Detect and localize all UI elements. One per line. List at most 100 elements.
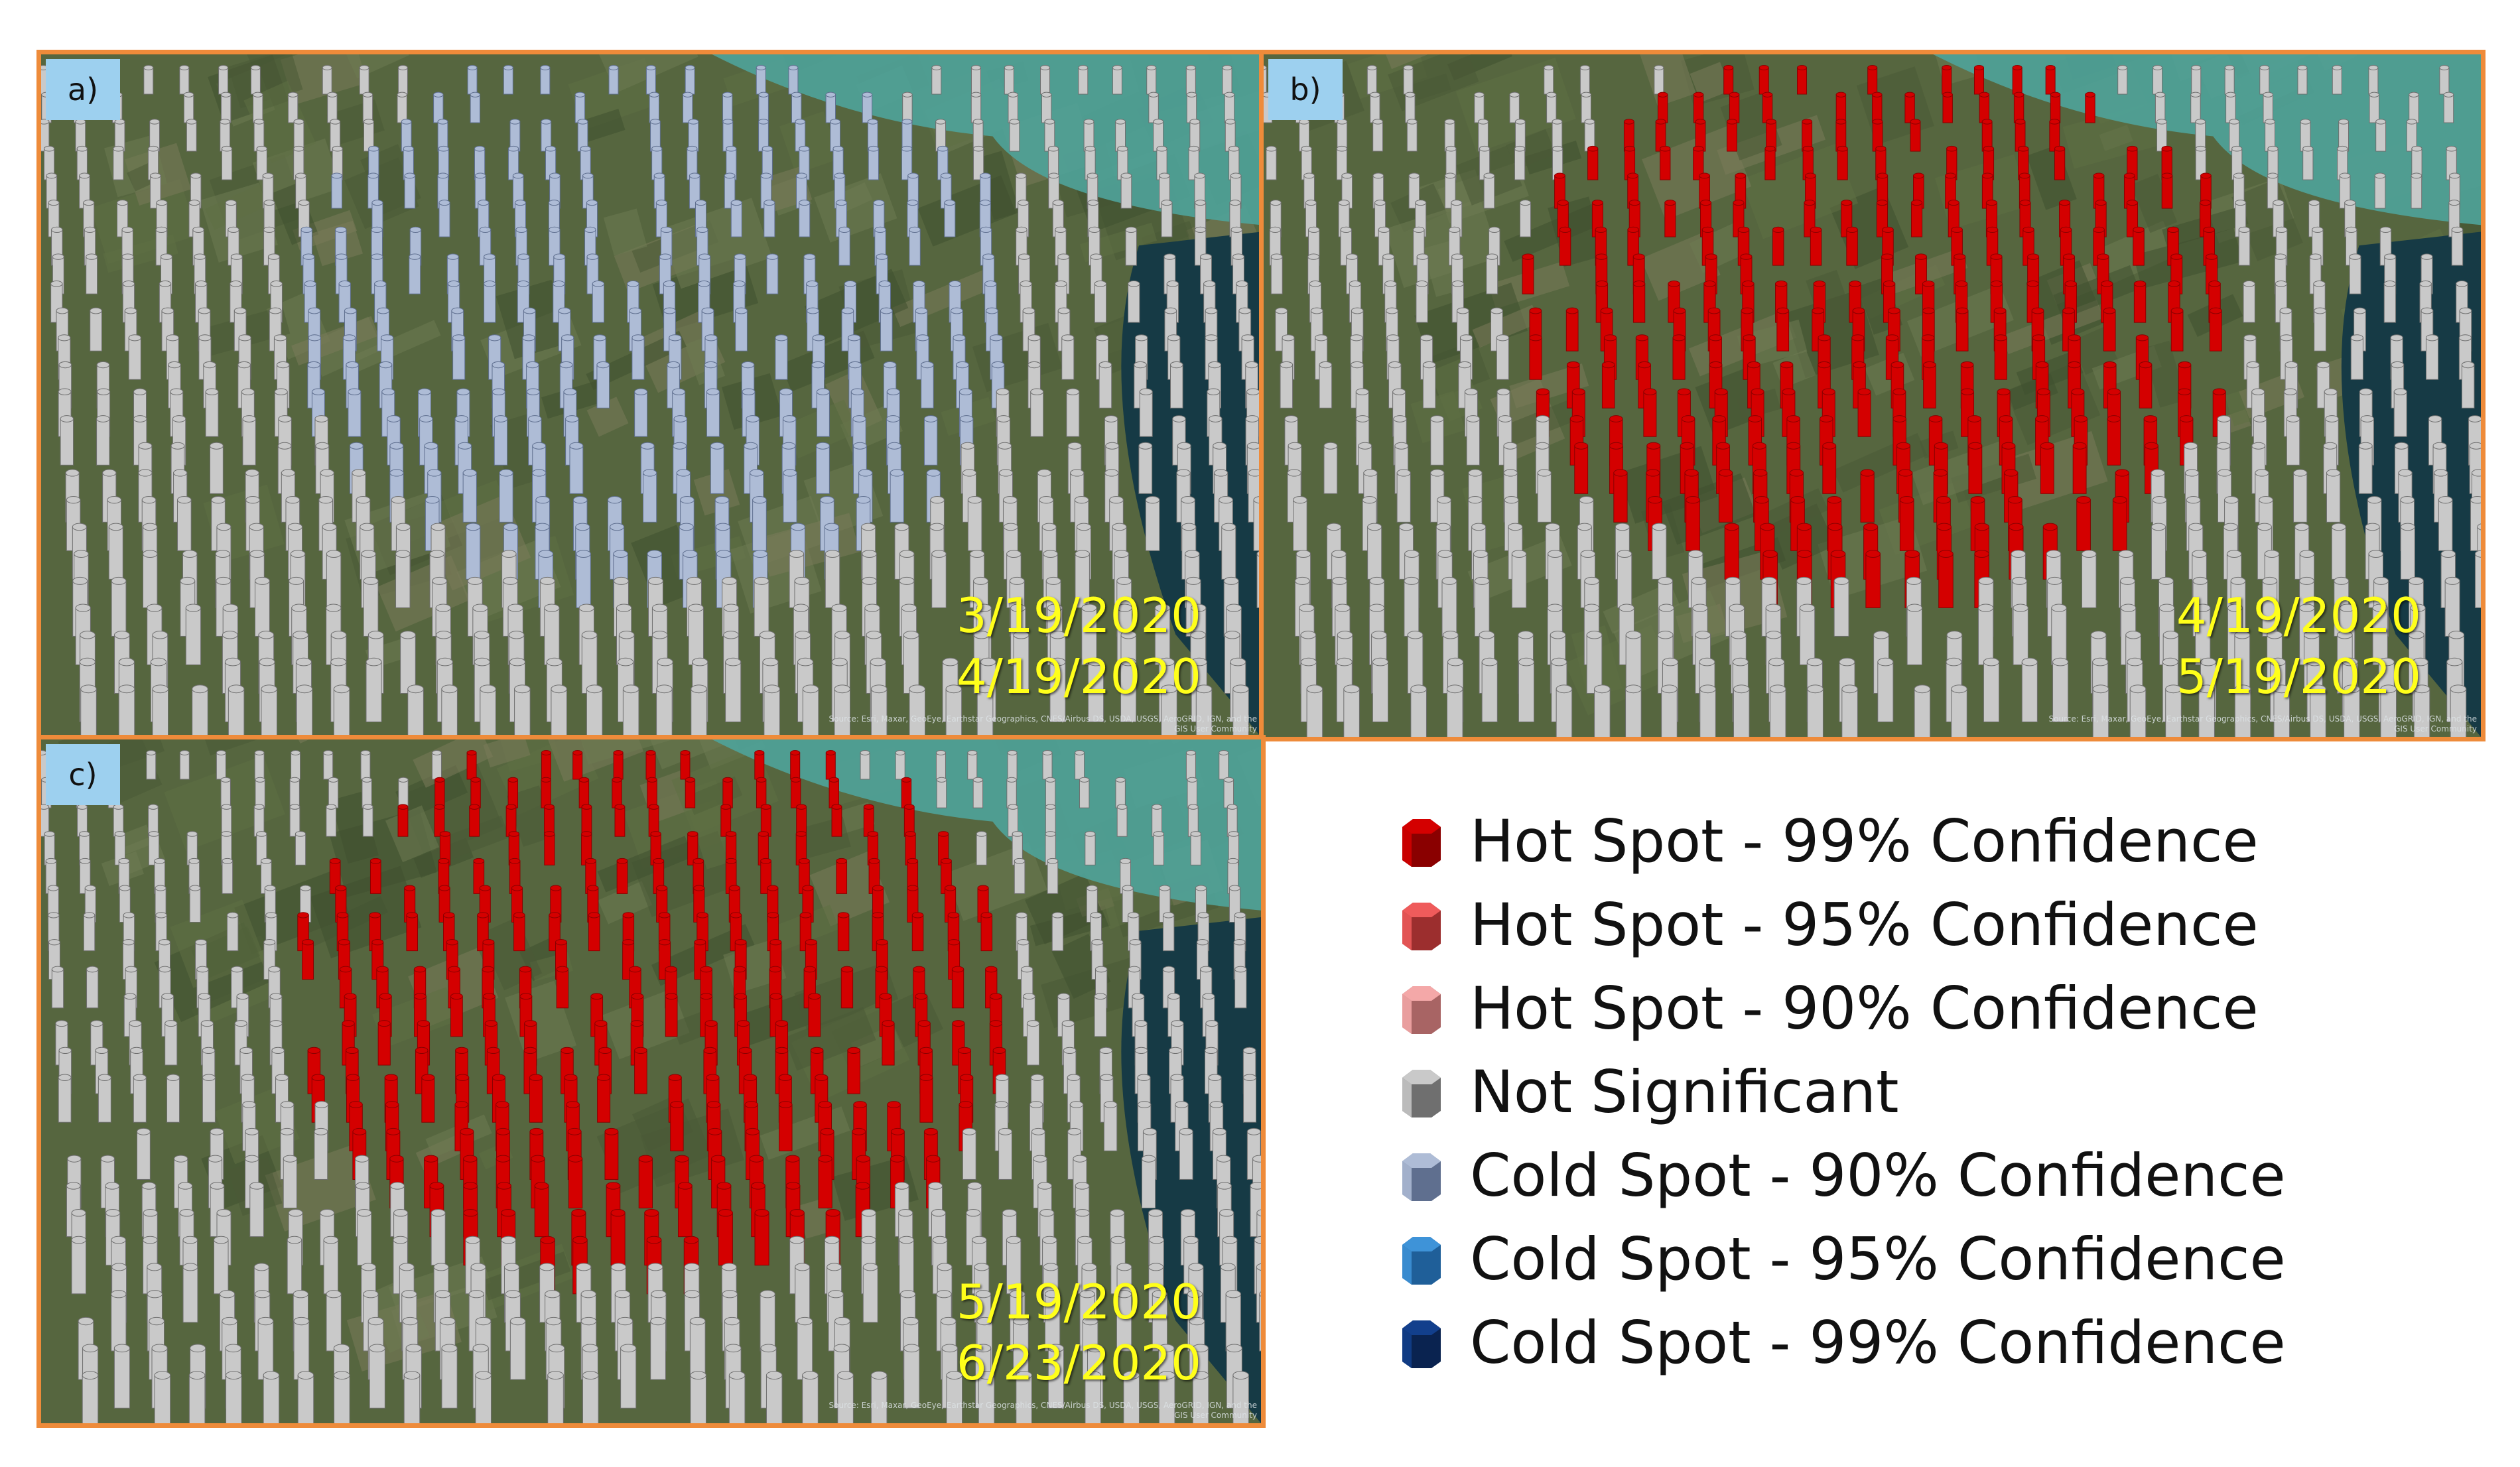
- bin-column: [1797, 65, 1808, 95]
- field-patch: [1025, 873, 1105, 944]
- bin-column: [638, 1155, 653, 1209]
- bin-column: [754, 750, 765, 780]
- bin-column: [2076, 496, 2091, 551]
- hot-spot-90-swatch-icon: [1402, 986, 1441, 1034]
- bin-column: [718, 1209, 733, 1266]
- bin-column: [111, 1290, 127, 1352]
- start-date: 3/19/2020: [956, 588, 1201, 643]
- bin-column: [1481, 657, 1498, 723]
- bin-column: [689, 1316, 706, 1380]
- field-patch: [578, 739, 676, 765]
- bin-column: [2051, 604, 2067, 665]
- bin-column: [978, 1371, 995, 1423]
- bin-column: [647, 777, 657, 808]
- bin-column: [2297, 65, 2308, 95]
- bin-column: [1112, 65, 1122, 95]
- legend-item-cold-99: Cold Spot - 99% Confidence: [1393, 1301, 2428, 1384]
- bin-column: [1148, 92, 1159, 123]
- bin-column: [862, 92, 873, 123]
- bin-column: [257, 1316, 274, 1380]
- bin-column: [763, 200, 775, 237]
- bin-column: [1833, 576, 1849, 637]
- bin-column: [128, 334, 141, 380]
- bin-column: [1081, 604, 1097, 665]
- bin-column: [545, 145, 557, 180]
- bin-column: [1066, 388, 1080, 437]
- bin-column: [44, 831, 55, 865]
- bin-column: [2438, 496, 2453, 551]
- field-patch: [603, 208, 647, 256]
- bin-column: [1161, 200, 1173, 237]
- legend-item-hot-90: Hot Spot - 90% Confidence: [1393, 966, 2428, 1050]
- bin-column: [689, 172, 700, 209]
- bin-column: [2195, 145, 2206, 180]
- bin-column: [333, 684, 350, 737]
- bin-column: [596, 361, 610, 409]
- bin-column: [1867, 65, 1878, 95]
- bin-column: [868, 145, 879, 180]
- bin-column: [796, 804, 807, 837]
- bin-column: [293, 1316, 310, 1380]
- field-patch: [234, 870, 351, 954]
- bin-column: [2263, 92, 2273, 123]
- bin-column: [763, 684, 780, 737]
- panel-label: c): [46, 744, 120, 805]
- bin-column: [622, 684, 639, 737]
- bin-column: [690, 1371, 706, 1423]
- bin-column: [901, 119, 913, 152]
- start-date: 5/19/2020: [956, 1274, 1201, 1330]
- bin-column: [369, 1344, 385, 1409]
- attribution-line: Source: Esri, Maxar, GeoEye, Earthstar G…: [829, 714, 1257, 724]
- bin-column: [462, 469, 477, 523]
- bin-column: [642, 469, 657, 523]
- bin-column: [480, 684, 496, 737]
- attribution-line: GIS User Community: [1174, 724, 1257, 734]
- bin-column: [1243, 1074, 1257, 1123]
- bin-column: [2045, 65, 2056, 95]
- bin-column: [466, 750, 477, 780]
- bin-column: [397, 92, 407, 123]
- bin-column: [1185, 65, 1196, 95]
- bin-column: [547, 1371, 564, 1423]
- map-attribution: Source: Esri, Maxar, GeoEye, Earthstar G…: [1946, 714, 2477, 734]
- bin-column: [133, 1074, 147, 1123]
- bin-column: [1094, 281, 1107, 323]
- bin-column: [183, 92, 194, 123]
- date-range: 3/19/2020 4/19/2020: [957, 585, 1201, 707]
- bin-column: [2112, 496, 2127, 551]
- bin-column: [2411, 172, 2422, 209]
- bin-column: [1772, 226, 1784, 266]
- bin-column: [192, 684, 208, 737]
- bin-column: [377, 1020, 391, 1066]
- bin-column: [534, 1182, 549, 1238]
- bin-column: [1224, 92, 1235, 123]
- bin-column: [137, 1127, 151, 1180]
- bin-column: [860, 750, 870, 780]
- bin-column: [1367, 523, 1382, 580]
- bin-column: [2013, 92, 2024, 123]
- legend-label: Hot Spot - 99% Confidence: [1470, 806, 2259, 875]
- bin-column: [1601, 361, 1615, 409]
- bin-column: [1370, 92, 1380, 123]
- bin-column: [1219, 750, 1229, 780]
- bin-column: [1221, 523, 1236, 580]
- bin-column: [473, 858, 485, 894]
- bin-column: [1051, 912, 1064, 952]
- bin-column: [76, 145, 88, 180]
- bin-column: [765, 1371, 783, 1423]
- bin-column: [1529, 334, 1542, 380]
- bin-column: [2085, 92, 2095, 123]
- bin-column: [1956, 307, 1969, 351]
- bin-column: [688, 119, 699, 152]
- date-range: 4/19/2020 5/19/2020: [2176, 585, 2421, 707]
- field-patch: [344, 54, 409, 79]
- map-attribution: Source: Esri, Maxar, GeoEye, Earthstar G…: [726, 1401, 1257, 1421]
- bin-column: [216, 750, 226, 780]
- bin-column: [41, 804, 50, 837]
- bin-column: [1192, 1371, 1209, 1423]
- bin-column: [1910, 200, 1923, 237]
- bin-column: [1762, 92, 1773, 123]
- bin-column: [724, 172, 736, 209]
- bin-column: [83, 912, 96, 952]
- bin-column: [2262, 576, 2278, 637]
